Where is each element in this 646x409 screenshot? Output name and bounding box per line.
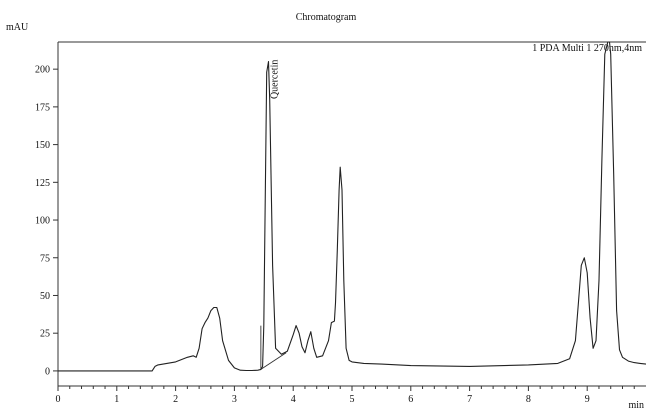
y-tick-label: 75 bbox=[40, 253, 50, 264]
peak-annotation: Quercetin bbox=[270, 60, 281, 99]
y-tick-label: 25 bbox=[40, 329, 50, 340]
x-tick-label: 7 bbox=[467, 394, 472, 405]
y-tick-label: 150 bbox=[35, 140, 50, 151]
y-tick-label: 50 bbox=[40, 291, 50, 302]
integration-baseline bbox=[259, 352, 287, 371]
x-tick-label: 6 bbox=[408, 394, 413, 405]
y-tick-label: 125 bbox=[35, 178, 50, 189]
x-tick-label: 0 bbox=[56, 394, 61, 405]
chart-title: Chromatogram bbox=[296, 12, 357, 23]
series-line bbox=[58, 41, 646, 372]
x-axis-unit: min bbox=[628, 400, 644, 409]
x-tick-label: 5 bbox=[350, 394, 355, 405]
x-tick-label: 2 bbox=[173, 394, 178, 405]
y-axis-unit: mAU bbox=[6, 22, 29, 33]
y-tick-label: 100 bbox=[35, 216, 50, 227]
x-tick-label: 1 bbox=[114, 394, 119, 405]
x-tick-label: 8 bbox=[526, 394, 531, 405]
x-tick-label: 4 bbox=[291, 394, 296, 405]
y-tick-label: 200 bbox=[35, 65, 50, 76]
x-tick-label: 3 bbox=[232, 394, 237, 405]
y-tick-label: 175 bbox=[35, 102, 50, 113]
channel-label: 1 PDA Multi 1 270nm,4nm bbox=[532, 43, 642, 54]
y-tick-label: 0 bbox=[45, 366, 50, 377]
x-tick-label: 9 bbox=[585, 394, 590, 405]
